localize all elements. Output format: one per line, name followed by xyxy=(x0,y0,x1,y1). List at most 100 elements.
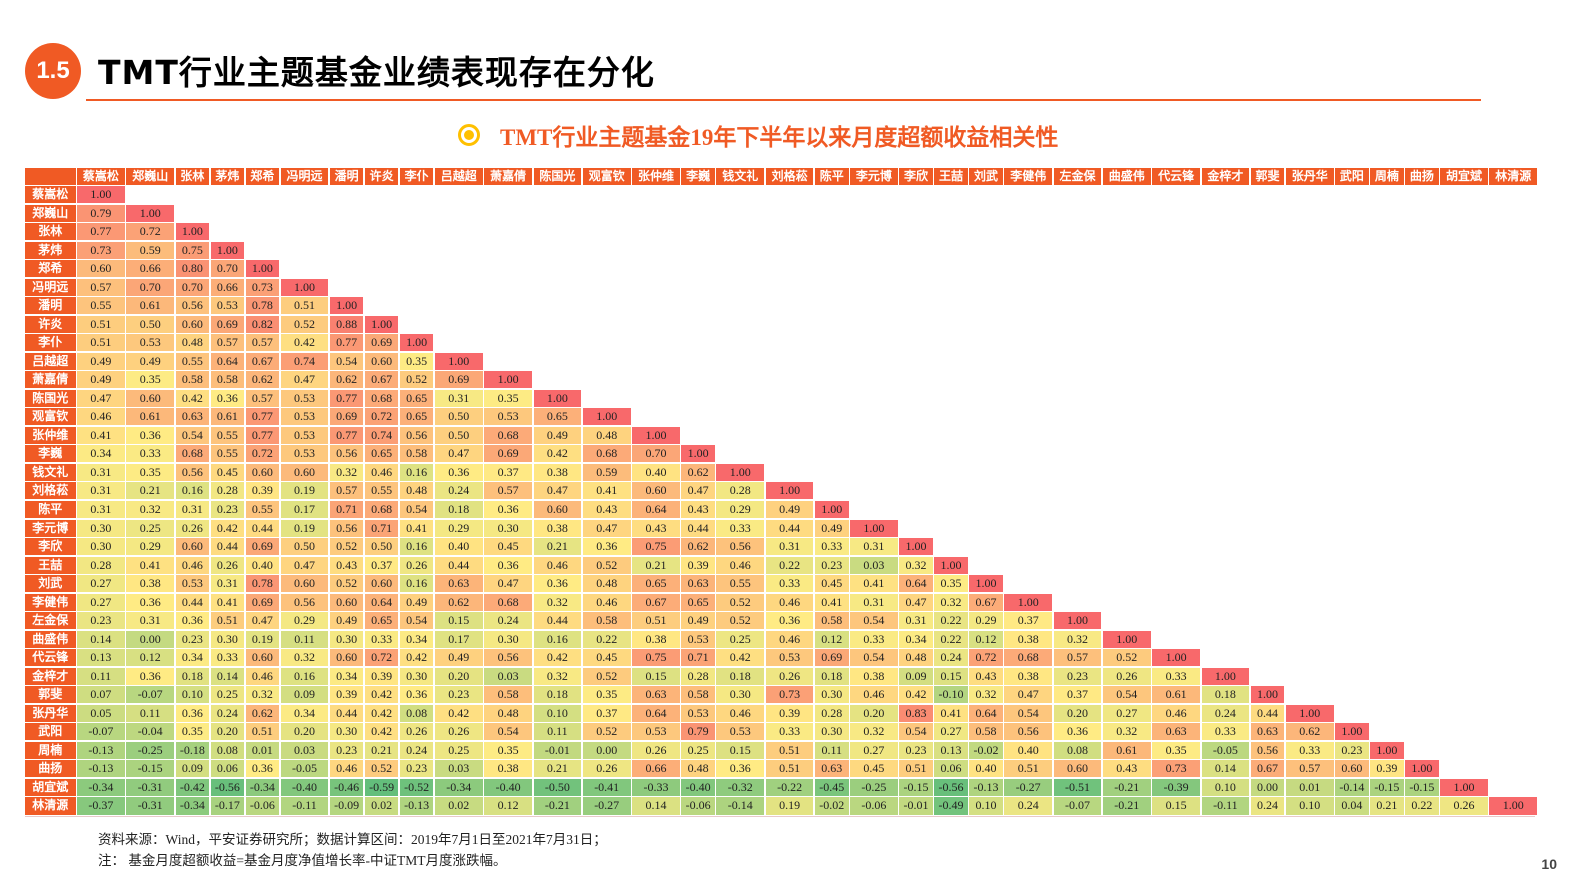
heatmap-cell: 0.19 xyxy=(245,630,280,648)
heatmap-cell: 0.58 xyxy=(969,723,1003,741)
heatmap-cell: -0.50 xyxy=(533,778,582,796)
heatmap-cell: 0.62 xyxy=(1285,723,1334,741)
heatmap-cell: -0.01 xyxy=(899,797,933,815)
heatmap-cell: 0.73 xyxy=(245,278,280,296)
heatmap-cell: 0.31 xyxy=(77,463,125,481)
heatmap-cell: 0.54 xyxy=(484,723,532,741)
heatmap-cell: 0.51 xyxy=(245,723,280,741)
heatmap-cell: 0.23 xyxy=(210,501,245,519)
heatmap-cell: 0.51 xyxy=(280,297,329,315)
heatmap-diagonal-cell: 1.00 xyxy=(1053,612,1102,630)
heatmap-cell: 0.72 xyxy=(364,408,399,426)
column-header: 吕越超 xyxy=(434,168,483,185)
heatmap-cell: 0.20 xyxy=(210,723,245,741)
heatmap-cell: -0.56 xyxy=(934,778,968,796)
heatmap-cell: 0.69 xyxy=(434,371,483,389)
heatmap-cell: 0.09 xyxy=(280,686,329,704)
heatmap-cell: 0.33 xyxy=(210,649,245,667)
heatmap-cell: 0.63 xyxy=(632,686,680,704)
heatmap-cell: 0.67 xyxy=(364,371,399,389)
heatmap-cell: 0.23 xyxy=(399,760,434,778)
heatmap-cell: 0.60 xyxy=(1335,760,1369,778)
heatmap-cell: 0.30 xyxy=(210,630,245,648)
heatmap-cell: 0.34 xyxy=(77,445,125,463)
heatmap-cell: 0.46 xyxy=(245,667,280,685)
heatmap-cell: 0.23 xyxy=(815,556,849,574)
heatmap-cell: 0.56 xyxy=(1004,723,1053,741)
heatmap-cell: 0.24 xyxy=(399,741,434,759)
column-header: 张林 xyxy=(175,168,210,185)
heatmap-cell: 0.48 xyxy=(899,649,933,667)
heatmap-cell: 0.21 xyxy=(533,760,582,778)
heatmap-cell: 0.39 xyxy=(329,686,364,704)
heatmap-cell: 0.75 xyxy=(632,649,680,667)
row-header: 张仲维 xyxy=(25,426,76,444)
heatmap-cell: -0.10 xyxy=(934,686,968,704)
heatmap-diagonal-cell: 1.00 xyxy=(364,315,399,333)
heatmap-cell: 0.60 xyxy=(245,463,280,481)
heatmap-cell: 0.30 xyxy=(815,686,849,704)
heatmap-cell: 0.69 xyxy=(245,538,280,556)
heatmap-cell: 0.53 xyxy=(765,649,814,667)
heatmap-cell: 0.36 xyxy=(399,686,434,704)
heatmap-cell: 0.24 xyxy=(434,482,483,500)
heatmap-cell: 0.31 xyxy=(899,612,933,630)
row-header: 潘明 xyxy=(25,297,76,315)
heatmap-cell: 0.53 xyxy=(280,445,329,463)
column-header: 陈平 xyxy=(815,168,849,185)
column-header: 李仆 xyxy=(399,168,434,185)
heatmap-cell: 0.41 xyxy=(934,704,968,722)
heatmap-cell: 0.36 xyxy=(245,760,280,778)
row-header: 郭斐 xyxy=(25,686,76,704)
heatmap-diagonal-cell: 1.00 xyxy=(716,463,765,481)
heatmap-cell: -0.15 xyxy=(1405,778,1439,796)
table-bottom-border xyxy=(25,816,1535,817)
heatmap-cell: 0.33 xyxy=(815,538,849,556)
row-header: 王喆 xyxy=(25,556,76,574)
heatmap-cell: -0.42 xyxy=(175,778,210,796)
heatmap-cell: 0.63 xyxy=(815,760,849,778)
heatmap-cell: 0.54 xyxy=(175,426,210,444)
heatmap-cell: 0.33 xyxy=(1201,723,1250,741)
heatmap-cell: 0.75 xyxy=(632,538,680,556)
heatmap-cell: 0.66 xyxy=(126,260,175,278)
heatmap-diagonal-cell: 1.00 xyxy=(899,538,933,556)
heatmap-cell: 0.08 xyxy=(399,704,434,722)
heatmap-cell: 0.51 xyxy=(77,315,125,333)
heatmap-cell: 0.12 xyxy=(484,797,532,815)
row-header: 李健伟 xyxy=(25,593,76,611)
row-header: 萧嘉倩 xyxy=(25,371,76,389)
column-header: 胡宜斌 xyxy=(1440,168,1488,185)
heatmap-cell: 0.77 xyxy=(245,426,280,444)
heatmap-cell: 0.58 xyxy=(484,686,532,704)
heatmap-cell: 0.66 xyxy=(632,760,680,778)
heatmap-cell: 0.44 xyxy=(434,556,483,574)
heatmap-cell: 0.30 xyxy=(77,538,125,556)
heatmap-cell: 0.31 xyxy=(850,538,898,556)
heatmap-cell: 0.30 xyxy=(329,630,364,648)
heatmap-cell: -0.25 xyxy=(850,778,898,796)
heatmap-cell: 0.60 xyxy=(280,575,329,593)
heatmap-cell: 0.16 xyxy=(533,630,582,648)
heatmap-cell: 0.22 xyxy=(765,556,814,574)
heatmap-cell: -0.34 xyxy=(175,797,210,815)
heatmap-cell: 0.06 xyxy=(934,760,968,778)
heatmap-cell: 0.17 xyxy=(280,501,329,519)
heatmap-cell: 0.65 xyxy=(399,389,434,407)
heatmap-cell: 0.77 xyxy=(329,334,364,352)
heatmap-cell: -0.56 xyxy=(210,778,245,796)
heatmap-cell: 0.30 xyxy=(329,723,364,741)
heatmap-cell: 0.48 xyxy=(582,426,631,444)
heatmap-cell: 0.31 xyxy=(77,482,125,500)
heatmap-cell: 0.42 xyxy=(364,686,399,704)
heatmap-cell: 0.52 xyxy=(716,593,765,611)
heatmap-cell: -0.22 xyxy=(765,778,814,796)
heatmap-cell: 0.58 xyxy=(582,612,631,630)
heatmap-cell: 0.24 xyxy=(484,612,532,630)
heatmap-cell: 0.21 xyxy=(364,741,399,759)
heatmap-cell: 0.69 xyxy=(484,445,532,463)
heatmap-cell: -0.31 xyxy=(126,778,175,796)
heatmap-diagonal-cell: 1.00 xyxy=(1370,741,1404,759)
row-header: 蔡嵩松 xyxy=(25,186,76,204)
heatmap-cell: 0.14 xyxy=(632,797,680,815)
